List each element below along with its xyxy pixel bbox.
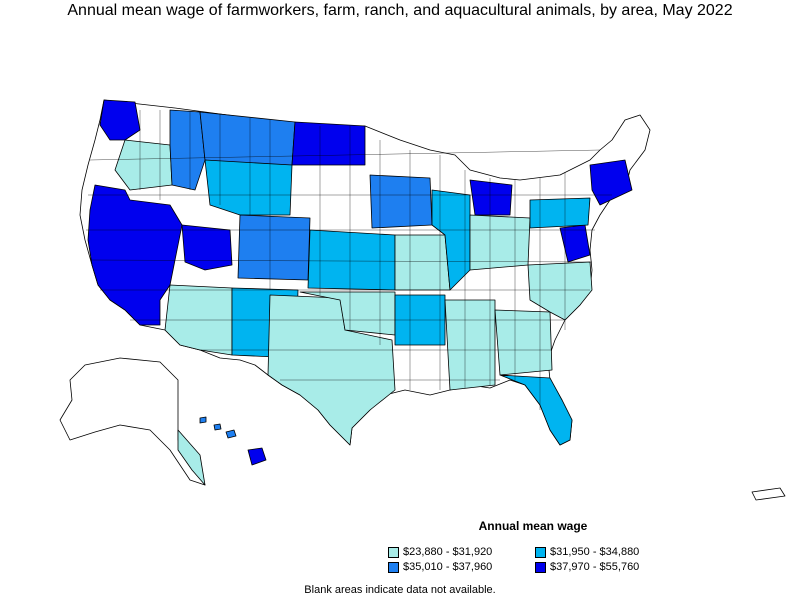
county-boundaries (86, 110, 612, 410)
legend-swatch-4 (535, 561, 546, 573)
footnote: Blank areas indicate data not available. (304, 584, 496, 596)
alaska-outline (59, 357, 206, 486)
region-wyoming-cyan (204, 159, 293, 216)
region-utah-dark (181, 224, 233, 271)
hawaii-island-4 (199, 416, 207, 424)
region-north-dakota-dark (291, 121, 366, 166)
region-carolinas-light (527, 261, 593, 321)
legend-item-4: $37,970 - $55,760 (535, 561, 639, 573)
legend-swatch-3 (388, 561, 399, 573)
puerto-rico-outline (751, 487, 786, 501)
region-michigan-dark (469, 179, 513, 216)
hawaii-island-1 (247, 447, 267, 466)
region-mid-atlantic-dark (559, 224, 591, 263)
region-pennsylvania-cyan (529, 197, 591, 229)
region-montana-mid (199, 111, 296, 169)
hawaii-island-3 (213, 423, 222, 431)
legend-swatch-1 (388, 546, 399, 558)
region-kansas-cyan (307, 229, 396, 291)
legend-item-2: $31,950 - $34,880 (535, 546, 639, 558)
legend-label-2: $31,950 - $34,880 (550, 546, 640, 558)
legend-label-1: $23,880 - $31,920 (403, 546, 493, 558)
region-iowa-mid (369, 174, 433, 229)
region-northeast-dark (589, 159, 633, 206)
legend-swatch-2 (535, 546, 546, 558)
legend-item-3: $35,010 - $37,960 (388, 561, 492, 573)
alaska-southeast-light (177, 429, 206, 486)
legend-title: Annual mean wage (478, 519, 588, 533)
region-oklahoma-light (299, 291, 396, 336)
region-texas-light (267, 294, 396, 446)
region-georgia-light (494, 309, 553, 376)
region-colorado-mid (237, 214, 311, 281)
legend-item-1: $23,880 - $31,920 (388, 546, 492, 558)
region-oregon-light (114, 139, 173, 191)
hawaii-island-2 (225, 429, 237, 439)
region-florida-cyan (499, 374, 573, 446)
region-west-dark (99, 99, 141, 141)
legend-label-3: $35,010 - $37,960 (403, 561, 493, 573)
legend-label-4: $37,970 - $55,760 (550, 561, 640, 573)
region-mississippi-light (444, 299, 496, 391)
map-title: Annual mean wage of farmworkers, farm, r… (67, 2, 733, 19)
region-missouri-light (394, 234, 451, 291)
